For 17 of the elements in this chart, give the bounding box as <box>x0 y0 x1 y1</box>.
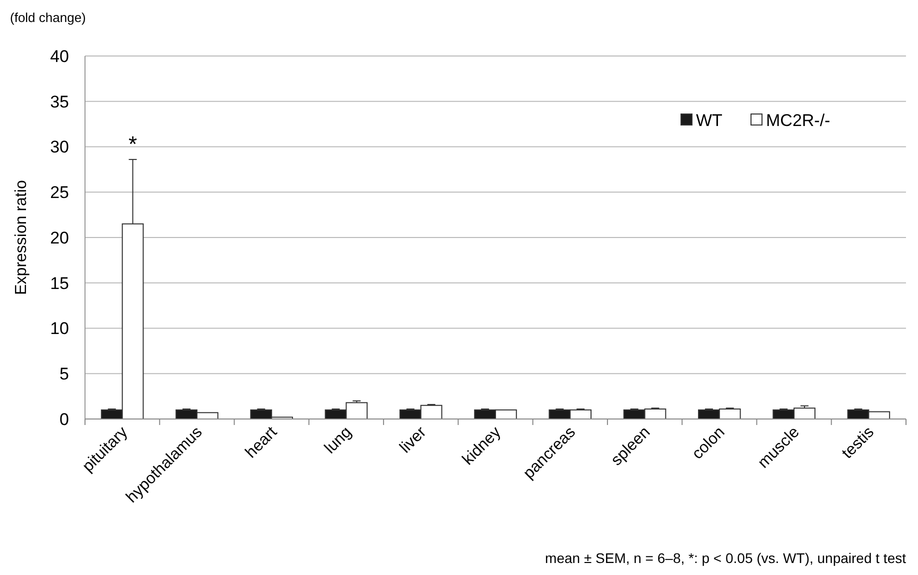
legend-label: WT <box>696 110 722 130</box>
y-tick-label: 10 <box>50 319 69 338</box>
y-tick-label: 35 <box>50 92 69 112</box>
y-tick-label: 20 <box>50 228 69 248</box>
y-tick-label: 40 <box>50 46 69 66</box>
y-tick-label: 25 <box>50 183 69 202</box>
y-tick-label: 15 <box>50 274 69 293</box>
x-tick-label: liver <box>396 423 430 457</box>
text: mean ± SEM, n = 6–8, *: p < 0.05 (vs. WT), unpaired t test <box>545 550 906 566</box>
x-tick-label: lung <box>322 424 356 458</box>
y-axis-title: Expression ratio <box>13 180 30 295</box>
y-tick-label: 30 <box>50 138 69 157</box>
text: (fold change) <box>10 10 86 25</box>
y-tick-label: 5 <box>60 364 69 384</box>
y-tick-label: 0 <box>60 410 69 429</box>
legend-label: MC2R-/- <box>766 110 830 130</box>
annotation: * <box>128 131 138 156</box>
